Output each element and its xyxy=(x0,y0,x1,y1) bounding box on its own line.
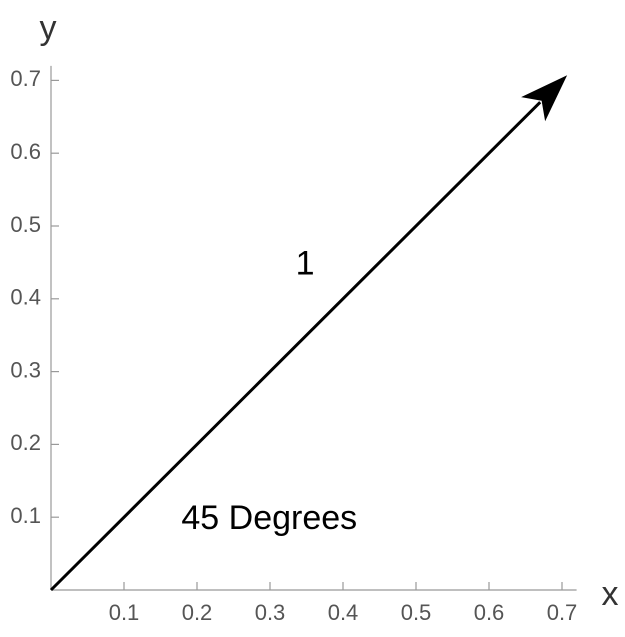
y-tick-label: 0.7 xyxy=(10,66,41,91)
x-tick-label: 0.3 xyxy=(255,600,286,625)
y-axis-label: y xyxy=(40,9,57,47)
x-tick-label: 0.2 xyxy=(182,600,213,625)
x-tick-label: 0.7 xyxy=(547,600,578,625)
annotation: 45 Degrees xyxy=(181,499,357,537)
y-tick-label: 0.1 xyxy=(10,503,41,528)
x-tick-label: 0.6 xyxy=(474,600,505,625)
y-tick-label: 0.5 xyxy=(10,212,41,237)
y-tick-label: 0.6 xyxy=(10,139,41,164)
x-tick-label: 0.4 xyxy=(328,600,359,625)
x-tick-label: 0.1 xyxy=(109,600,140,625)
arrow-head xyxy=(521,75,568,122)
vector-line xyxy=(49,101,542,592)
y-tick-label: 0.3 xyxy=(10,357,41,382)
annotation: 1 xyxy=(296,244,315,282)
x-tick-label: 0.5 xyxy=(401,600,432,625)
x-axis-label: x xyxy=(602,575,619,613)
y-tick-label: 0.2 xyxy=(10,430,41,455)
y-tick-label: 0.4 xyxy=(10,285,41,310)
